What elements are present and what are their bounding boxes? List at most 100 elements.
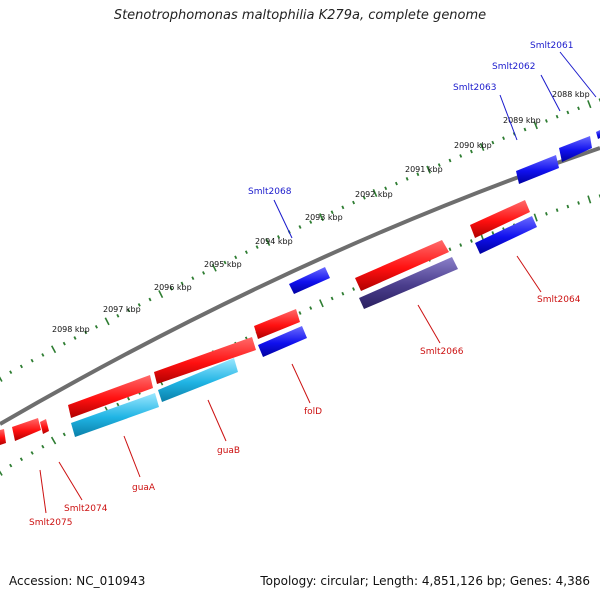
leader-smlt2075 [39, 469, 47, 514]
feature-blue-1[interactable] [475, 216, 537, 254]
gene-label-smlt2061[interactable]: Smlt2061 [530, 41, 573, 51]
gene-label-smlt2062[interactable]: Smlt2062 [492, 62, 535, 72]
feature-red-5[interactable] [68, 375, 153, 418]
feature-red-2[interactable] [355, 240, 449, 291]
feature-blue-edge[interactable] [596, 130, 600, 139]
outer-tick [341, 205, 345, 210]
outer-tick [94, 325, 98, 329]
outer-tick [437, 163, 441, 167]
kbp-label: 2089 kbp [503, 116, 541, 125]
outer-tick [148, 297, 152, 302]
outer-tick [30, 358, 34, 363]
genome-summary-label: Topology: circular; Length: 4,851,126 bp… [260, 574, 590, 588]
leader-smlt2062 [540, 74, 561, 112]
gene-label-smlt2063[interactable]: Smlt2063 [453, 83, 496, 93]
feature-red-6[interactable] [12, 418, 41, 441]
feature-cyan-2[interactable] [71, 393, 159, 437]
leader-smlt2074 [58, 461, 83, 501]
outer-tick [158, 290, 164, 299]
kbp-label: 2093 kbp [305, 213, 343, 222]
inner-tick [545, 212, 548, 216]
inner-tick [459, 243, 463, 247]
outer-tick [587, 100, 592, 109]
outer-tick [459, 154, 463, 158]
leader-smlt2063 [499, 94, 518, 141]
inner-tick [491, 231, 495, 235]
leader-smlt2061 [559, 51, 597, 98]
outer-tick [384, 186, 388, 191]
inner-tick [330, 296, 334, 301]
feature-blue-top-3[interactable] [289, 267, 330, 294]
feature-blue-2[interactable] [258, 326, 307, 357]
outer-tick [405, 177, 409, 181]
gene-label-fold[interactable]: folD [304, 407, 322, 417]
feature-navy-1[interactable] [359, 257, 458, 309]
outer-tick [448, 158, 452, 163]
kbp-label: 2088 kbp [552, 90, 590, 99]
kbp-label: 2097 kbp [103, 305, 141, 314]
inner-tick [555, 208, 559, 212]
inner-tick [30, 451, 34, 455]
outer-tick [502, 136, 506, 141]
gene-label-smlt2064[interactable]: Smlt2064 [537, 295, 581, 305]
gene-label-smlt2066[interactable]: Smlt2066 [420, 347, 464, 357]
feature-blue-top-2[interactable] [516, 155, 559, 184]
leader-smlt2064 [516, 255, 542, 293]
outer-tick [566, 110, 570, 115]
feature-cyan-1[interactable] [158, 358, 238, 402]
inner-tick [9, 463, 13, 468]
outer-tick [19, 364, 23, 369]
gene-label-smlt2075[interactable]: Smlt2075 [29, 518, 72, 528]
outer-tick [84, 330, 88, 335]
leader-smlt2066 [417, 304, 441, 344]
feature-blue-top-1[interactable] [559, 136, 592, 162]
feature-red-8[interactable] [0, 429, 6, 445]
inner-tick [298, 311, 302, 315]
inner-tick [127, 396, 131, 401]
outer-tick [9, 370, 13, 375]
gene-label-smlt2068[interactable]: Smlt2068 [248, 187, 292, 197]
leader-fold [291, 363, 311, 404]
feature-red-4[interactable] [154, 337, 256, 384]
outer-tick [555, 114, 559, 119]
outer-tick [180, 281, 184, 286]
outer-tick [479, 143, 485, 152]
inner-tick [50, 436, 57, 445]
kbp-label: 2098 kbp [52, 325, 90, 334]
gene-label-guaa[interactable]: guaA [132, 483, 156, 493]
kbp-label: 2090 kbp [454, 141, 492, 150]
outer-tick [416, 172, 420, 177]
kbp-label: 2092 kbp [355, 190, 393, 199]
inner-tick [319, 299, 324, 308]
outer-tick [330, 210, 334, 215]
outer-tick [533, 121, 538, 130]
feature-red-7[interactable] [40, 419, 49, 434]
outer-tick [577, 106, 580, 111]
kbp-label-group: 2088 kbp 2089 kbp 2090 kbp 2091 kbp 2092 kbp… [52, 90, 590, 334]
outer-tick [169, 286, 173, 291]
outer-tick [62, 341, 66, 346]
feature-red-1[interactable] [470, 200, 530, 238]
kbp-label: 2095 kbp [204, 260, 242, 269]
outer-tick [116, 313, 120, 318]
accession-label: Accession: NC_010943 [9, 574, 146, 588]
outer-tick [469, 149, 473, 154]
outer-tick [191, 276, 195, 281]
gene-label-guab[interactable]: guaB [217, 446, 240, 456]
outer-tick-ruler [0, 98, 600, 382]
inner-tick [309, 306, 313, 310]
outer-tick [202, 271, 206, 275]
feature-red-3[interactable] [254, 309, 300, 339]
outer-tick [127, 308, 131, 313]
inner-tick [448, 247, 452, 252]
outer-tick [41, 353, 45, 357]
inner-tick [41, 444, 45, 449]
outer-tick [362, 195, 366, 200]
gene-label-smlt2074[interactable]: Smlt2074 [64, 504, 108, 514]
outer-tick [244, 250, 248, 255]
outer-tick [372, 189, 378, 197]
outer-tick [394, 181, 398, 186]
outer-tick [234, 255, 238, 260]
leader-guab [207, 399, 227, 442]
